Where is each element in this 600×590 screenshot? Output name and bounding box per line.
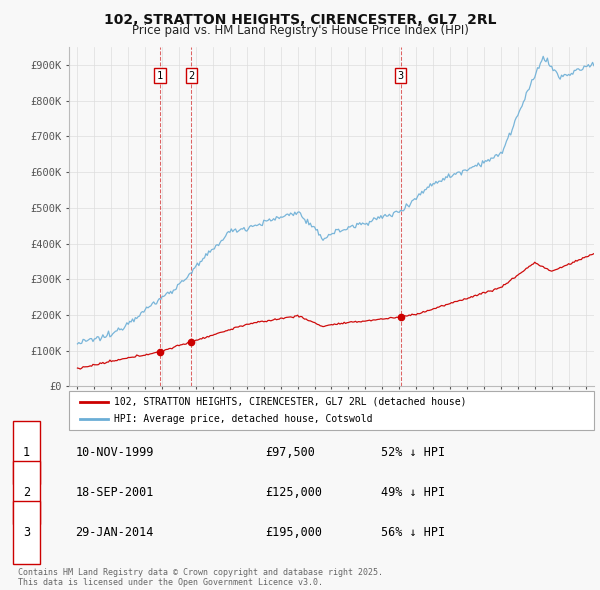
Text: 10-NOV-1999: 10-NOV-1999 [76,446,154,459]
Text: 2: 2 [23,486,30,499]
FancyBboxPatch shape [13,461,40,524]
Text: HPI: Average price, detached house, Cotswold: HPI: Average price, detached house, Cots… [113,414,372,424]
Text: 56% ↓ HPI: 56% ↓ HPI [380,526,445,539]
Text: Contains HM Land Registry data © Crown copyright and database right 2025.
This d: Contains HM Land Registry data © Crown c… [18,568,383,587]
FancyBboxPatch shape [13,421,40,484]
FancyBboxPatch shape [69,391,594,430]
Text: 29-JAN-2014: 29-JAN-2014 [76,526,154,539]
Text: 2: 2 [188,71,194,81]
Text: 1: 1 [157,71,163,81]
Text: £125,000: £125,000 [265,486,322,499]
Text: 102, STRATTON HEIGHTS, CIRENCESTER, GL7 2RL (detached house): 102, STRATTON HEIGHTS, CIRENCESTER, GL7 … [113,396,466,407]
Text: 52% ↓ HPI: 52% ↓ HPI [380,446,445,459]
Text: £97,500: £97,500 [265,446,316,459]
Text: £195,000: £195,000 [265,526,322,539]
Text: 49% ↓ HPI: 49% ↓ HPI [380,486,445,499]
Text: 3: 3 [397,71,404,81]
Text: 3: 3 [23,526,30,539]
Text: 102, STRATTON HEIGHTS, CIRENCESTER, GL7  2RL: 102, STRATTON HEIGHTS, CIRENCESTER, GL7 … [104,13,496,27]
Text: 18-SEP-2001: 18-SEP-2001 [76,486,154,499]
Text: Price paid vs. HM Land Registry's House Price Index (HPI): Price paid vs. HM Land Registry's House … [131,24,469,37]
Text: 1: 1 [23,446,30,459]
FancyBboxPatch shape [13,502,40,564]
